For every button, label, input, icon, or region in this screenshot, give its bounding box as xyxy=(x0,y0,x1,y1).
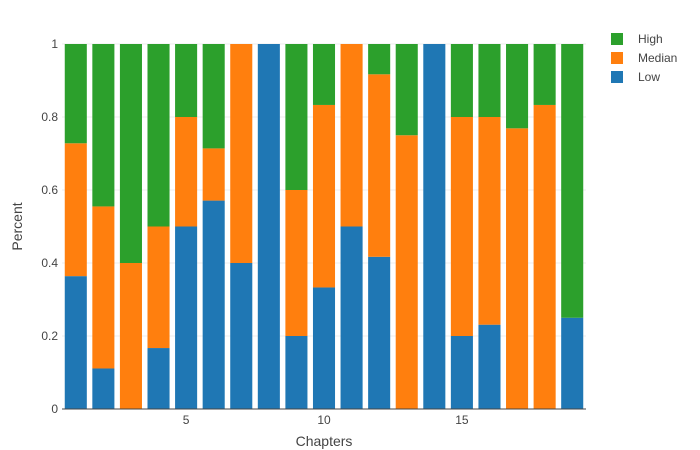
bar-segment-high-13 xyxy=(395,44,418,136)
bar-segment-low-1 xyxy=(64,276,87,409)
bar-segment-low-11 xyxy=(340,226,363,409)
x-axis-title: Chapters xyxy=(296,433,353,449)
legend-label-low: Low xyxy=(638,70,660,84)
bar-segment-median-18 xyxy=(533,104,556,409)
legend: High Median Low xyxy=(611,32,677,84)
legend-swatch-low xyxy=(611,71,623,83)
bar-segment-low-7 xyxy=(230,263,253,409)
bar-segment-median-6 xyxy=(202,148,225,201)
bar-segment-high-10 xyxy=(312,44,336,105)
bar-segment-high-19 xyxy=(561,44,584,318)
x-tick-label: 5 xyxy=(183,413,190,427)
bar-segment-high-18 xyxy=(533,44,556,105)
bar-segment-high-9 xyxy=(285,44,308,190)
bar-segment-low-16 xyxy=(478,324,501,409)
bar-segment-low-5 xyxy=(175,226,198,409)
bar-segment-low-19 xyxy=(561,317,584,409)
bar-segment-low-9 xyxy=(285,336,308,409)
bar-segment-low-2 xyxy=(92,368,115,409)
bar-segment-median-12 xyxy=(368,74,391,257)
bar-segment-median-10 xyxy=(312,104,336,288)
bar-segment-high-3 xyxy=(119,44,142,263)
bar-segment-low-12 xyxy=(368,256,391,409)
bar-segment-low-15 xyxy=(450,336,473,409)
bar-segment-median-17 xyxy=(506,128,529,409)
y-tick-label: 0 xyxy=(51,402,58,416)
y-tick-label: 0.6 xyxy=(41,183,58,197)
bar-segment-median-13 xyxy=(395,135,418,409)
bar-segment-median-16 xyxy=(478,117,501,325)
y-tick-label: 1 xyxy=(51,37,58,51)
bar-segment-high-12 xyxy=(368,44,391,75)
bar-segment-high-5 xyxy=(175,44,198,117)
bar-segment-median-7 xyxy=(230,44,253,263)
axes: 00.20.40.60.815 10 15 xyxy=(41,37,586,427)
x-tick-label: 10 xyxy=(317,413,331,427)
bar-segment-median-11 xyxy=(340,44,363,227)
bar-segment-low-6 xyxy=(202,200,225,409)
bar-segment-high-2 xyxy=(92,44,115,207)
y-tick-label: 0.2 xyxy=(41,329,58,343)
bar-segment-median-3 xyxy=(119,263,142,409)
bar-segment-median-2 xyxy=(92,206,115,369)
y-axis-title: Percent xyxy=(9,202,25,250)
bars xyxy=(64,44,584,409)
bar-segment-median-15 xyxy=(450,117,473,336)
bar-segment-low-14 xyxy=(423,44,446,409)
bar-segment-high-15 xyxy=(450,44,473,117)
bar-segment-low-4 xyxy=(147,348,170,409)
bar-segment-median-1 xyxy=(64,143,87,277)
bar-segment-high-4 xyxy=(147,44,170,227)
bar-segment-median-9 xyxy=(285,190,308,336)
legend-label-median: Median xyxy=(638,51,677,65)
legend-label-high: High xyxy=(638,32,663,46)
x-tick-label: 15 xyxy=(455,413,469,427)
bar-segment-high-1 xyxy=(64,44,87,144)
y-tick-label: 0.4 xyxy=(41,256,58,270)
bar-segment-median-4 xyxy=(147,226,170,349)
bar-segment-high-6 xyxy=(202,44,225,149)
legend-swatch-median xyxy=(611,52,623,64)
bar-segment-low-10 xyxy=(312,287,336,409)
bar-segment-median-5 xyxy=(175,117,198,227)
bar-segment-high-16 xyxy=(478,44,501,117)
legend-swatch-high xyxy=(611,33,623,45)
y-tick-label: 0.8 xyxy=(41,110,58,124)
bar-segment-low-8 xyxy=(257,44,280,409)
bar-segment-high-17 xyxy=(506,44,529,129)
